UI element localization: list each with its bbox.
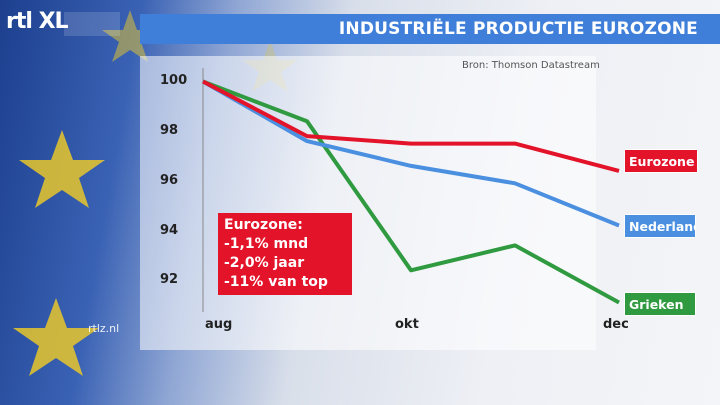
chart-panel: [140, 56, 596, 350]
series-line-eurozone: [202, 79, 620, 173]
stats-callout: Eurozone: -1,1% mnd -2,0% jaar -11% van …: [218, 213, 352, 295]
source-label: Bron: Thomson Datastream: [462, 60, 600, 71]
star-icon: [102, 10, 158, 62]
y-tick-label: 98: [160, 123, 179, 139]
y-tick-label: 100: [160, 73, 188, 89]
y-tick-label: 92: [160, 272, 179, 288]
callout-line: -1,1% mnd: [224, 236, 309, 252]
star-icon: [19, 130, 105, 208]
logo-text: rtl XL: [6, 9, 69, 34]
legend-tag-grieken: Grieken: [624, 291, 696, 316]
callout-line: -11% van top: [224, 274, 328, 290]
star-icon: [13, 298, 99, 376]
x-tick-label: dec: [603, 317, 629, 332]
series-line-grieken: [202, 79, 620, 305]
y-tick-label: 94: [160, 222, 179, 238]
x-tick-label: aug: [205, 317, 233, 332]
callout-line: -2,0% jaar: [224, 255, 305, 271]
title-bar: INDUSTRIËLE PRODUCTIE EUROZONE: [140, 14, 720, 44]
legend-tag-nederland: Nederland: [624, 213, 696, 238]
callout-line: Eurozone:: [224, 217, 303, 233]
watermark: rtlz.nl: [88, 322, 120, 335]
x-tick-label: okt: [395, 317, 419, 332]
y-tick-label: 96: [160, 172, 179, 188]
legend-tag-eurozone: Eurozone: [624, 148, 698, 173]
page-title: INDUSTRIËLE PRODUCTIE EUROZONE: [338, 19, 698, 39]
rtlxl-logo: [6, 10, 122, 38]
series-line-nederland: [202, 79, 620, 228]
